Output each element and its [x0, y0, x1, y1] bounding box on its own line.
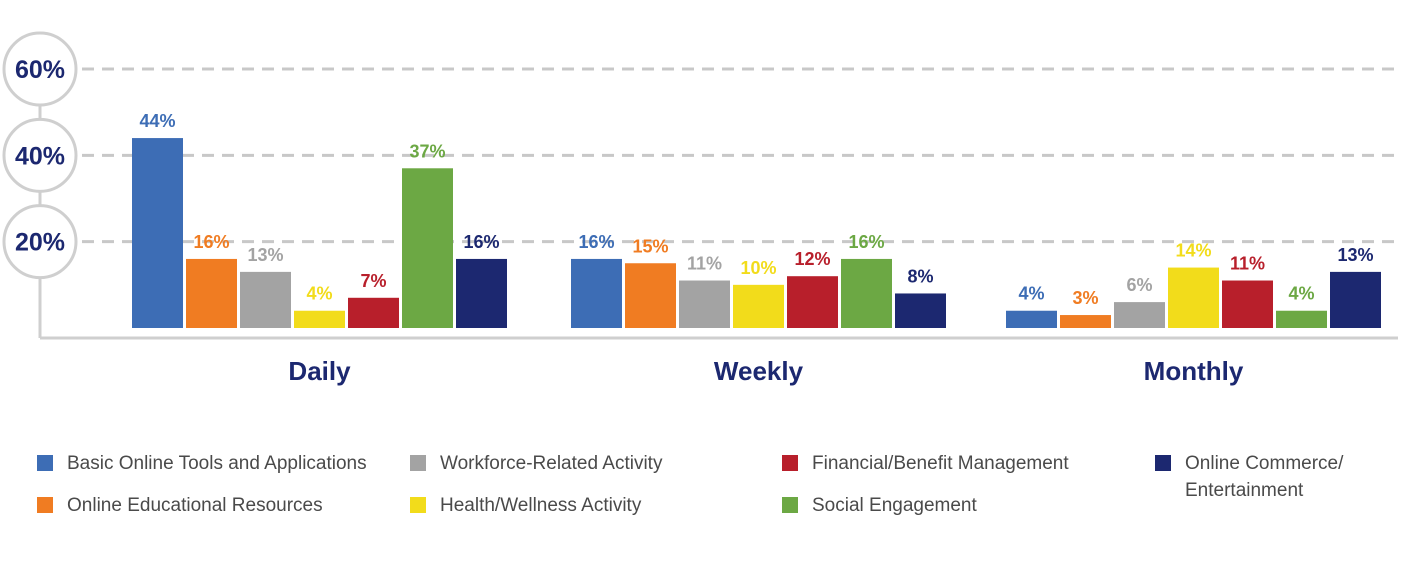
bar-value-label: 13% [1337, 245, 1373, 265]
bar-value-label: 10% [740, 258, 776, 278]
legend-label: Health/Wellness Activity [440, 495, 642, 516]
legend-swatch [1155, 455, 1171, 471]
legend-item-health-wellness: Health/Wellness Activity [410, 492, 641, 519]
legend-item-financial: Financial/Benefit Management [782, 450, 1069, 477]
legend-label: Online Educational Resources [67, 495, 323, 516]
y-tick-circle [2, 31, 78, 107]
bar [456, 258, 507, 328]
bar-value-label: 3% [1072, 288, 1098, 308]
bar [402, 168, 453, 328]
bar-value-label: 6% [1126, 275, 1152, 295]
bar [571, 258, 622, 328]
legend-swatch [782, 497, 798, 513]
legend-label: Financial/Benefit Management [812, 453, 1069, 474]
bar [1060, 315, 1111, 328]
y-tick-label: 60% [15, 56, 65, 84]
y-tick-label: 40% [15, 142, 65, 170]
bar-value-label: 44% [139, 111, 175, 131]
bar-chart: 20% 40% 60% 44% 16% 13% 4% 7% 37% 16% Daily 16% 15% 1… [2, 31, 1398, 386]
legend-label: Basic Online Tools and Applications [67, 453, 367, 474]
bar-value-label: 4% [1018, 284, 1044, 304]
legend-swatch [37, 455, 53, 471]
bar [132, 138, 183, 328]
bar [186, 258, 237, 328]
legend-item-workforce: Workforce-Related Activity [410, 450, 662, 477]
bar-value-label: 4% [1288, 284, 1314, 304]
x-category-label: Daily [288, 356, 351, 386]
legend-item-online-commerce: Online Commerce/ Entertainment [1155, 450, 1343, 504]
bar-value-label: 16% [193, 232, 229, 252]
bar-value-label: 13% [247, 245, 283, 265]
bar-value-label: 15% [632, 236, 668, 256]
bar [240, 271, 291, 328]
bar [1330, 271, 1381, 328]
bar-value-label: 7% [360, 271, 386, 291]
legend: Basic Online Tools and Applications Onli… [0, 440, 1407, 550]
y-tick-circle [2, 117, 78, 193]
bar-value-label: 16% [578, 232, 614, 252]
bar [294, 310, 345, 328]
bar-value-label: 8% [907, 266, 933, 286]
bar [841, 258, 892, 328]
bar [733, 284, 784, 328]
legend-swatch [410, 455, 426, 471]
legend-item-social: Social Engagement [782, 492, 977, 519]
legend-label: Social Engagement [812, 495, 977, 516]
bar-value-label: 4% [306, 284, 332, 304]
legend-label: Workforce-Related Activity [440, 453, 663, 474]
bar-value-label: 16% [463, 232, 499, 252]
legend-swatch [782, 455, 798, 471]
legend-item-basic-online-tools: Basic Online Tools and Applications [37, 450, 367, 477]
bar [348, 297, 399, 328]
bar-value-label: 14% [1175, 241, 1211, 261]
bar [1222, 280, 1273, 328]
x-category-label: Weekly [714, 356, 804, 386]
bar-value-label: 11% [687, 254, 722, 274]
bar [1114, 302, 1165, 328]
y-tick-label: 20% [15, 229, 65, 257]
legend-label: Online Commerce/ Entertainment [1185, 453, 1344, 501]
bar [1006, 310, 1057, 328]
legend-item-online-educational: Online Educational Resources [37, 492, 323, 519]
bar [679, 280, 730, 328]
legend-swatch [410, 497, 426, 513]
x-category-label: Monthly [1144, 356, 1244, 386]
bar [895, 293, 946, 328]
bar-value-label: 37% [409, 141, 445, 161]
bar [1168, 267, 1219, 328]
bar-value-label: 11% [1230, 254, 1265, 274]
legend-swatch [37, 497, 53, 513]
bar [625, 263, 676, 328]
bar-value-label: 16% [848, 232, 884, 252]
bar [787, 276, 838, 328]
bar [1276, 310, 1327, 328]
bar-value-label: 12% [794, 249, 830, 269]
y-tick-circle [2, 204, 78, 280]
